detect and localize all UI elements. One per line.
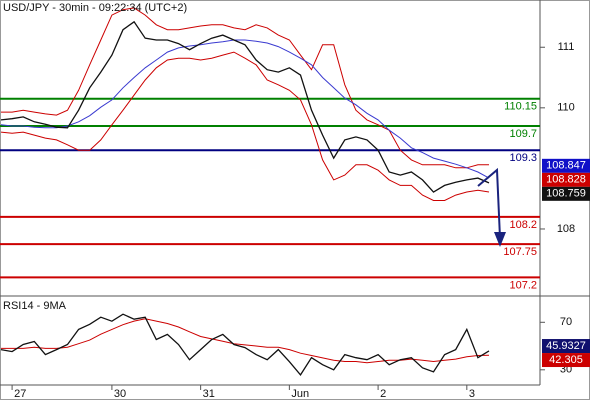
y-tick-label: 110 (557, 102, 575, 114)
x-tick-label: 3 (469, 388, 475, 400)
x-tick-label: 2 (380, 388, 386, 400)
y-tick-label: 108 (557, 223, 575, 235)
price-label: 108.847 (546, 160, 586, 172)
series-line (0, 313, 490, 376)
level-label: 107.2 (509, 279, 537, 291)
series-line (1, 318, 490, 364)
price-label: 108.828 (546, 174, 586, 186)
price-label-box (542, 186, 590, 201)
price-label-box (542, 172, 590, 187)
series-line (0, 39, 490, 179)
x-tick-label: 30 (114, 388, 126, 400)
price-label-box (542, 158, 590, 173)
x-tick-label: 31 (203, 388, 215, 400)
x-tick-label: 27 (14, 388, 26, 400)
series-line (0, 20, 490, 193)
rsi-title: RSI14 - 9MA (3, 300, 67, 312)
price-label: 108.759 (546, 188, 586, 200)
forecast-arrow (477, 167, 501, 239)
y-tick-label: 111 (558, 41, 575, 53)
y-tick-label: 70 (560, 316, 572, 328)
series-line (0, 51, 490, 201)
level-label: 110.15 (504, 101, 537, 113)
series-line (1, 7, 489, 169)
level-label: 109.3 (509, 152, 537, 164)
price-label-box (542, 339, 590, 354)
price-label-box (542, 353, 590, 368)
price-label: 42.305 (549, 354, 583, 366)
arrow-head (494, 232, 506, 247)
x-tick-label: Jun (291, 388, 309, 400)
chart-title: USD/JPY - 30min - 09:22:34 (UTC+2) (3, 2, 187, 14)
level-label: 108.2 (509, 219, 537, 231)
level-label: 107.75 (503, 246, 537, 258)
price-label: 45.9327 (546, 340, 586, 352)
level-label: 109.7 (509, 128, 537, 140)
